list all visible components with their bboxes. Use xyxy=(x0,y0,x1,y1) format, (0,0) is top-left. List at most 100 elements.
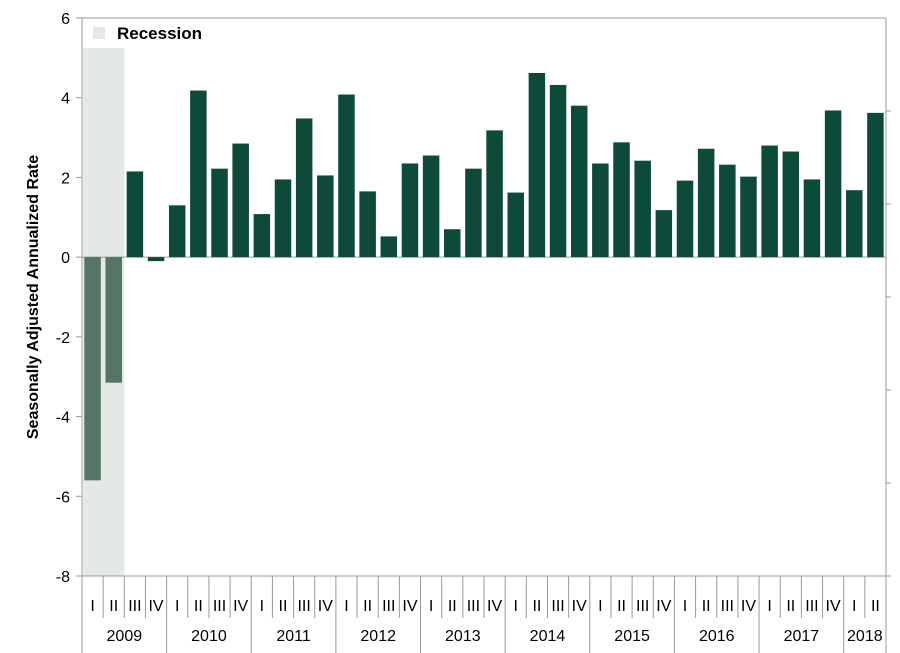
quarter-label: III xyxy=(382,598,395,615)
quarter-label: IV xyxy=(318,598,333,615)
quarter-label: IV xyxy=(741,598,756,615)
bar xyxy=(803,179,821,258)
y-tick-label: 6 xyxy=(61,11,70,28)
y-tick-label: -8 xyxy=(56,569,70,586)
quarter-label: IV xyxy=(826,598,841,615)
quarter-label: III xyxy=(636,598,649,615)
quarter-label: III xyxy=(467,598,480,615)
bar xyxy=(444,229,461,258)
bar xyxy=(422,155,440,258)
bar xyxy=(592,163,609,258)
quarter-label: I xyxy=(683,598,687,615)
year-label: 2013 xyxy=(445,628,481,645)
bars-layer xyxy=(84,73,884,481)
bar xyxy=(317,175,334,258)
quarter-label: III xyxy=(805,598,818,615)
bar xyxy=(846,190,863,258)
bar xyxy=(147,257,165,262)
quarter-label: III xyxy=(721,598,734,615)
bar xyxy=(676,180,694,258)
bar xyxy=(168,205,186,258)
quarter-label: IV xyxy=(233,598,248,615)
bar xyxy=(84,257,101,481)
year-label: 2011 xyxy=(276,628,311,645)
quarter-label: IV xyxy=(572,598,587,615)
quarter-label: I xyxy=(260,598,264,615)
quarter-label: III xyxy=(213,598,226,615)
year-label: 2009 xyxy=(107,628,143,645)
quarter-label: III xyxy=(128,598,141,615)
bar xyxy=(295,118,313,258)
bar xyxy=(190,90,207,258)
bar xyxy=(274,179,292,258)
quarter-label: II xyxy=(109,598,118,615)
bar xyxy=(507,192,524,258)
bar xyxy=(105,257,122,383)
y-tick-label: -4 xyxy=(56,410,70,427)
bar xyxy=(613,142,630,258)
bar xyxy=(528,73,546,258)
bar xyxy=(719,164,736,258)
quarter-label: IV xyxy=(148,598,163,615)
year-label: 2018 xyxy=(847,628,883,645)
quarter-label: I xyxy=(767,598,771,615)
quarter-label: I xyxy=(429,598,433,615)
quarter-label: I xyxy=(852,598,856,615)
bar xyxy=(401,163,419,258)
bar xyxy=(634,160,651,258)
bar xyxy=(549,84,567,258)
y-tick-label: 2 xyxy=(61,170,70,187)
quarter-label: II xyxy=(363,598,372,615)
bar xyxy=(253,214,271,258)
legend: Recession xyxy=(93,24,202,43)
bar xyxy=(697,148,715,258)
bar xyxy=(782,151,800,258)
quarter-label: II xyxy=(617,598,626,615)
year-label: 2016 xyxy=(699,628,735,645)
bar xyxy=(570,105,588,258)
y-tick-label: 0 xyxy=(61,250,70,267)
quarter-label: II xyxy=(279,598,288,615)
bar xyxy=(655,210,673,258)
quarter-label: I xyxy=(90,598,94,615)
year-label: 2017 xyxy=(784,628,820,645)
quarter-label: IV xyxy=(487,598,502,615)
quarter-label: III xyxy=(297,598,310,615)
bar xyxy=(126,171,144,258)
bar xyxy=(867,112,884,258)
quarter-label: II xyxy=(786,598,795,615)
quarter-label: IV xyxy=(402,598,417,615)
year-label: 2012 xyxy=(360,628,396,645)
y-tick-label: -2 xyxy=(56,330,70,347)
bar xyxy=(338,94,355,258)
quarter-label: II xyxy=(448,598,457,615)
quarter-label: II xyxy=(702,598,711,615)
quarter-label: II xyxy=(194,598,203,615)
year-label: 2010 xyxy=(191,628,227,645)
year-label: 2015 xyxy=(614,628,650,645)
bar xyxy=(486,130,503,258)
y-tick-label: -6 xyxy=(56,489,70,506)
legend-label-recession: Recession xyxy=(117,24,202,43)
bar xyxy=(380,236,398,258)
legend-swatch-recession xyxy=(93,27,105,39)
quarter-label: I xyxy=(344,598,348,615)
quarter-label: IV xyxy=(656,598,671,615)
bar xyxy=(824,110,842,258)
quarter-label: II xyxy=(532,598,541,615)
year-label: 2014 xyxy=(530,628,566,645)
bar xyxy=(211,168,228,258)
y-axis-label: Seasonally Adjusted Annualized Rate xyxy=(25,155,42,439)
bar xyxy=(740,176,757,258)
quarter-label: I xyxy=(598,598,602,615)
bar xyxy=(232,143,249,258)
quarter-label: I xyxy=(175,598,179,615)
bar xyxy=(359,191,376,258)
axis-layer xyxy=(76,17,891,653)
quarter-label: I xyxy=(514,598,518,615)
quarter-label: III xyxy=(551,598,564,615)
quarter-label: II xyxy=(871,598,880,615)
bar xyxy=(761,145,778,258)
